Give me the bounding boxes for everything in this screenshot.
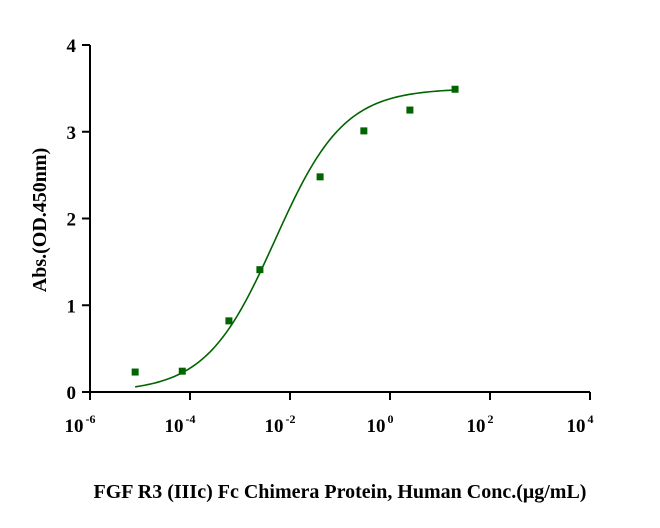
data-point: [256, 266, 264, 274]
x-tick-label: 10 4: [567, 412, 594, 437]
x-tick-base: 10: [467, 416, 486, 437]
x-tick-exponent: 2: [488, 412, 494, 426]
y-tick-label: 0: [67, 383, 77, 404]
data-point: [131, 368, 139, 376]
data-point: [360, 127, 368, 135]
x-tick-base: 10: [65, 416, 84, 437]
x-tick-base: 10: [165, 416, 184, 437]
x-tick-exponent: -6: [86, 412, 96, 426]
data-point: [225, 317, 233, 325]
data-point: [406, 106, 414, 114]
x-tick-exponent: -4: [186, 412, 196, 426]
x-axis-title: FGF R3 (IIIc) Fc Chimera Protein, Human …: [94, 481, 587, 503]
x-tick-label: 10 -4: [165, 412, 196, 437]
data-points: [131, 85, 459, 376]
x-tick-base: 10: [367, 416, 386, 437]
x-tick-exponent: -2: [286, 412, 296, 426]
x-tick-label: 10 0: [367, 412, 394, 437]
x-tick-label: 10 -6: [65, 412, 96, 437]
y-axis-title: Abs.(OD.450nm): [29, 148, 51, 292]
data-point: [178, 367, 186, 375]
x-tick-exponent: 0: [388, 412, 394, 426]
x-tick-label: 10 2: [467, 412, 494, 437]
fit-curve: [135, 89, 456, 388]
x-tick-base: 10: [567, 416, 586, 437]
data-point: [316, 173, 324, 181]
data-point: [451, 85, 459, 93]
x-tick-base: 10: [265, 416, 284, 437]
x-tick-exponent: 4: [588, 412, 594, 426]
y-tick-label: 3: [67, 123, 77, 144]
y-tick-label: 2: [67, 210, 77, 231]
y-tick-label: 1: [67, 296, 77, 317]
x-tick-label: 10 -2: [265, 412, 296, 437]
y-tick-label: 4: [67, 36, 77, 57]
